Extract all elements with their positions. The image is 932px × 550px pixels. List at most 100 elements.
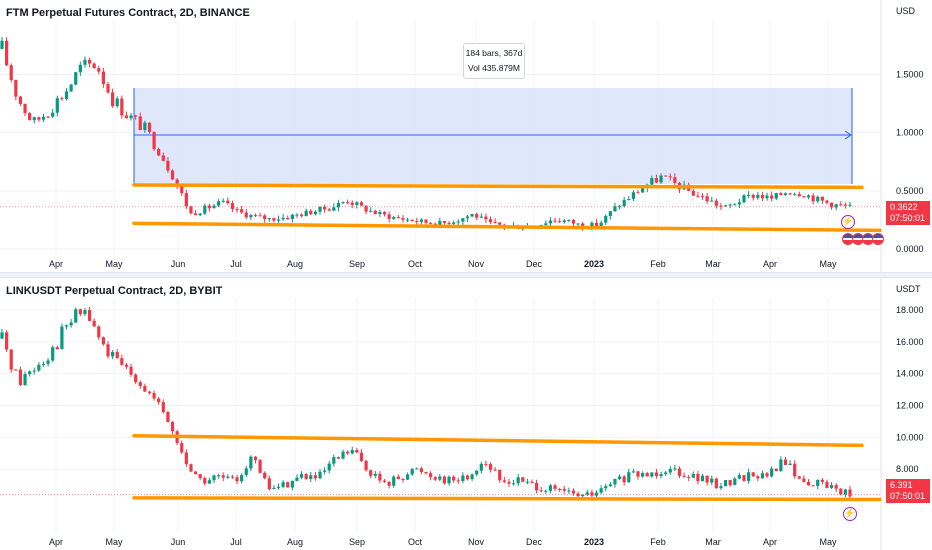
candle-body (673, 177, 677, 183)
candle-body (691, 190, 695, 196)
candle-body (719, 486, 723, 489)
candle-body (143, 122, 147, 130)
candle-body (737, 475, 741, 479)
candle-body (111, 352, 115, 357)
candle-body (498, 222, 502, 225)
candle-body (212, 475, 216, 481)
candle-body (323, 470, 327, 472)
candle-body (654, 472, 659, 476)
flag-icon[interactable] (872, 233, 884, 245)
candle-body (516, 477, 520, 484)
candle-body (668, 468, 672, 473)
lightning-icon[interactable]: ⚡ (843, 507, 857, 521)
candle-body (276, 486, 281, 488)
candle-body (622, 200, 626, 207)
candle-body (258, 215, 262, 217)
price-tick-label: 10.000 (896, 432, 924, 442)
candle-body (604, 486, 608, 489)
pane-separator[interactable] (0, 272, 932, 278)
candle-body (180, 443, 184, 453)
candle-body (484, 216, 488, 220)
time-axis-label: Apr (763, 537, 777, 547)
candle-body (705, 196, 709, 202)
candle-body (723, 205, 728, 207)
ftm-chart-canvas[interactable]: 1.5000 1.0000 0.5000 0.0000 USD Apr May Jun Jul A… (0, 0, 932, 272)
candle-body (161, 402, 165, 413)
candle-body (548, 485, 553, 491)
candle-body (829, 485, 834, 488)
candle-body (313, 475, 317, 479)
candle-body (415, 221, 419, 223)
candle-body (115, 352, 119, 359)
candle-body (350, 202, 354, 205)
candle-body (180, 185, 184, 194)
candle-body (475, 214, 479, 218)
time-axis-label: Jul (230, 259, 242, 269)
candle-body (576, 223, 580, 225)
candle-body (806, 195, 811, 198)
candle-body (87, 310, 92, 321)
candle-body (802, 478, 806, 482)
candle-body (120, 98, 124, 116)
candle-body (23, 374, 27, 386)
candle-body (203, 478, 207, 484)
candle-body (189, 464, 193, 472)
candle-body (152, 132, 156, 150)
candle-body (341, 451, 345, 459)
candle-body (788, 193, 792, 195)
candle-body (378, 212, 382, 215)
candle-body (143, 385, 147, 392)
candle-body (788, 463, 792, 465)
candle-body (230, 476, 235, 478)
candle-body (733, 478, 737, 486)
candle-body (101, 337, 105, 345)
candle-body (405, 219, 410, 221)
candle-body (69, 322, 73, 326)
candle-body (590, 492, 594, 496)
candle-body (641, 473, 645, 477)
candle-body (617, 476, 622, 480)
candle-body (691, 473, 695, 478)
candle-body (341, 202, 345, 204)
candle-body (304, 474, 308, 480)
candle-body (733, 204, 737, 206)
candle-body (258, 460, 262, 473)
candle-body (594, 222, 599, 226)
link-chart-canvas[interactable]: 18.000 16.000 14.000 12.000 10.000 8.000 USDT A… (0, 278, 932, 550)
range-bars-label: 184 bars, 367d (465, 48, 523, 58)
candle-body (424, 219, 428, 223)
candle-body (74, 309, 78, 323)
candle-body (369, 210, 373, 212)
time-axis-label: Sep (349, 259, 365, 269)
candle-body (641, 188, 645, 193)
candle-body (461, 218, 465, 222)
candle-body (484, 463, 488, 465)
candle-body (346, 202, 350, 204)
candle-body (313, 211, 317, 215)
candle-body (207, 205, 211, 209)
candle-body (359, 452, 364, 461)
candle-body (226, 476, 230, 478)
candle-body (811, 195, 815, 202)
candle-body (0, 40, 4, 49)
candle-body (184, 452, 188, 465)
candle-body (834, 485, 838, 489)
candle-body (415, 468, 419, 470)
candle-body (18, 369, 23, 386)
candle-body (304, 210, 308, 217)
candle-body (60, 98, 64, 100)
candle-body (576, 493, 580, 497)
candle-body (193, 213, 198, 216)
time-axis-label: Apr (49, 537, 63, 547)
candle-body (677, 468, 682, 476)
candle-body (636, 192, 640, 194)
candle-body (336, 202, 341, 208)
candle-body (760, 473, 765, 479)
candle-body (60, 326, 64, 350)
candle-body (770, 195, 774, 199)
candle-body (581, 494, 585, 497)
link-chart-pane[interactable]: 18.000 16.000 14.000 12.000 10.000 8.000 USDT A… (0, 278, 932, 550)
lightning-icon[interactable]: ⚡ (841, 215, 855, 229)
ftm-chart-pane[interactable]: 1.5000 1.0000 0.5000 0.0000 USD Apr May Jun Jul A… (0, 0, 932, 272)
candle-body (369, 470, 373, 476)
